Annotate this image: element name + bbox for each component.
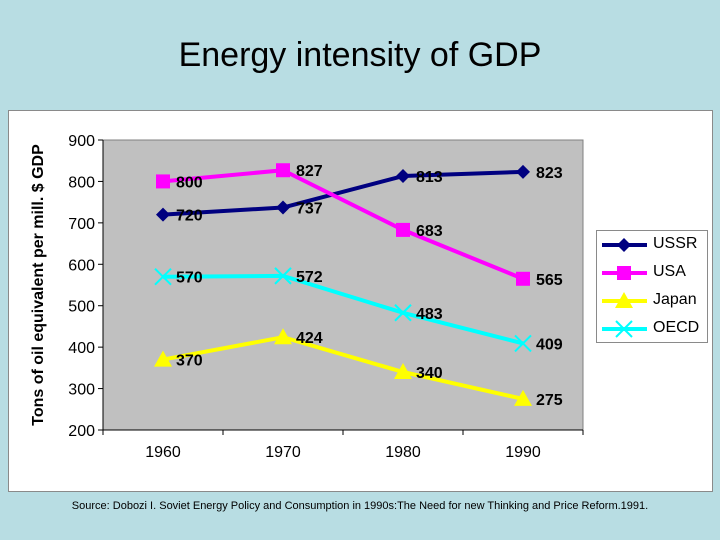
y-tick-label-900: 900 bbox=[68, 133, 95, 150]
chart-frame: 200 300 400 500 600 700 800 900 1960 1970 1980 1990… bbox=[8, 110, 713, 492]
data-label-ussr-1990: 823 bbox=[536, 165, 563, 182]
point-ussr-1970 bbox=[276, 200, 290, 215]
data-label-usa-1960: 800 bbox=[176, 174, 203, 191]
point-japan-1990 bbox=[514, 389, 532, 406]
point-oecd-1990-stroke-b bbox=[514, 334, 532, 353]
point-oecd-1980-stroke-b bbox=[394, 304, 412, 322]
legend-label-ussr: USSR bbox=[653, 235, 698, 252]
point-ussr-1980 bbox=[396, 169, 410, 184]
legend-swatch-ussr bbox=[602, 238, 647, 252]
legend-marker-ussr bbox=[617, 238, 631, 252]
legend-marker-oecd bbox=[615, 320, 633, 338]
point-ussr-1960 bbox=[156, 207, 170, 222]
data-label-usa-1990: 565 bbox=[536, 272, 563, 289]
data-label-ussr-1970: 737 bbox=[296, 201, 323, 218]
point-japan-1980 bbox=[394, 363, 412, 379]
point-japan-1970 bbox=[274, 328, 292, 345]
legend-marker-usa bbox=[617, 266, 631, 280]
data-label-japan-1960: 370 bbox=[176, 353, 203, 370]
y-tick-label-300: 300 bbox=[68, 382, 95, 399]
legend-item-ussr: USSR bbox=[597, 231, 709, 259]
data-label-oecd-1960: 570 bbox=[176, 270, 203, 287]
data-label-japan-1990: 275 bbox=[536, 392, 563, 409]
series-line-oecd bbox=[162, 273, 524, 346]
data-label-japan-1980: 340 bbox=[416, 365, 443, 382]
point-oecd-1960-stroke-b bbox=[154, 268, 172, 286]
legend-marker-japan bbox=[615, 292, 633, 308]
x-tick-label-1980: 1980 bbox=[385, 444, 421, 461]
point-oecd-1960 bbox=[154, 268, 172, 286]
series-line-ussr bbox=[162, 169, 524, 217]
y-tick-label-500: 500 bbox=[68, 299, 95, 316]
plot-area bbox=[102, 139, 584, 431]
legend-marker-oecd-stroke-b bbox=[615, 320, 633, 338]
legend-label-japan: Japan bbox=[653, 291, 697, 308]
data-label-japan-1970: 424 bbox=[296, 330, 323, 347]
point-usa-1970 bbox=[276, 163, 290, 178]
data-label-ussr-1980: 813 bbox=[416, 169, 443, 186]
slide-title: Energy intensity of GDP bbox=[178, 36, 542, 74]
x-tick-label-1960: 1960 bbox=[145, 444, 181, 461]
point-usa-1960 bbox=[156, 174, 170, 189]
y-tick-label-200: 200 bbox=[68, 423, 95, 440]
point-oecd-1970 bbox=[274, 267, 292, 285]
point-usa-1980 bbox=[396, 222, 410, 237]
chart-svg: 200 300 400 500 600 700 800 900 1960 1970 1980 1990… bbox=[30, 133, 584, 461]
data-label-ussr-1960: 720 bbox=[176, 208, 203, 225]
point-usa-1990 bbox=[516, 271, 530, 286]
legend-label-oecd: OECD bbox=[653, 319, 700, 336]
y-tick-label-600: 600 bbox=[68, 257, 95, 274]
data-label-oecd-1990: 409 bbox=[536, 336, 563, 353]
legend-item-oecd: OECD bbox=[597, 315, 709, 343]
legend-item-japan: Japan bbox=[597, 287, 709, 315]
series-line-usa bbox=[162, 168, 524, 281]
legend-label-usa: USA bbox=[653, 263, 686, 280]
legend-swatch-oecd bbox=[602, 320, 647, 338]
data-label-oecd-1980: 483 bbox=[416, 306, 443, 323]
data-label-usa-1980: 683 bbox=[416, 223, 443, 240]
series-line-japan bbox=[162, 335, 524, 401]
legend-swatch-japan bbox=[602, 292, 647, 308]
data-label-oecd-1970: 572 bbox=[296, 269, 323, 286]
source-note: Source: Dobozi I. Soviet Energy Policy a… bbox=[71, 500, 649, 512]
y-tick-label-700: 700 bbox=[68, 216, 95, 233]
legend-swatch-usa bbox=[602, 266, 647, 280]
point-oecd-1990 bbox=[514, 334, 532, 353]
y-tick-label-400: 400 bbox=[68, 340, 95, 357]
x-tick-label-1970: 1970 bbox=[265, 444, 301, 461]
point-oecd-1980 bbox=[394, 304, 412, 322]
y-axis-title: Tons of oil equivalent per mill. $ GDP bbox=[30, 144, 47, 426]
point-japan-1960 bbox=[154, 350, 172, 367]
x-tick-label-1990: 1990 bbox=[505, 444, 541, 461]
data-label-usa-1970: 827 bbox=[296, 163, 323, 180]
y-tick-label-800: 800 bbox=[68, 174, 95, 191]
point-oecd-1970-stroke-b bbox=[274, 267, 292, 285]
legend-item-usa: USA bbox=[597, 259, 709, 287]
chart-legend: USSR USA Japan OECD bbox=[596, 230, 708, 343]
point-ussr-1990 bbox=[516, 164, 530, 179]
